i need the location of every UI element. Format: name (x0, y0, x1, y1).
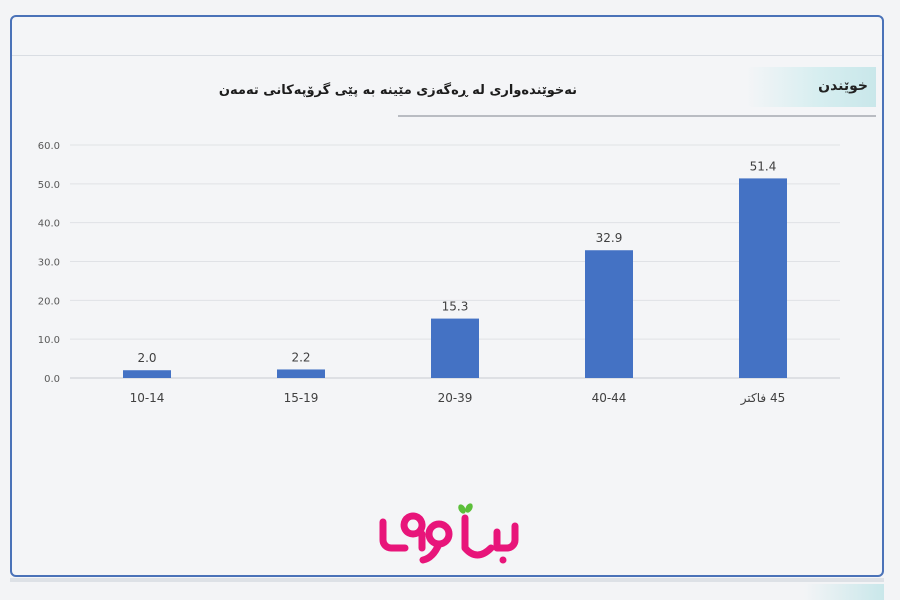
y-tick-label: 40.0 (38, 219, 60, 230)
x-tick-label: 10-14 (130, 391, 165, 405)
data-label: 2.2 (291, 350, 310, 364)
chart-frame: خوێندن نەخوێندەواری لە ڕەگەزی مێینە بە پ… (10, 15, 884, 577)
bar (277, 369, 325, 378)
y-tick-label: 20.0 (38, 296, 60, 307)
x-tick-label: 20-39 (438, 391, 473, 405)
title-underline (398, 115, 876, 117)
x-tick-label: 40-44 (592, 391, 627, 405)
data-label: 51.4 (750, 159, 777, 173)
y-tick-label: 60.0 (38, 141, 60, 152)
y-tick-label: 30.0 (38, 258, 60, 269)
data-label: 32.9 (596, 231, 623, 245)
bar (585, 250, 633, 378)
data-label: 15.3 (442, 300, 469, 314)
bar (739, 178, 787, 378)
x-tick-label: 45 فاکتر (740, 391, 785, 406)
data-label: 2.0 (137, 351, 156, 365)
x-tick-label: 15-19 (284, 391, 319, 405)
bottom-tab (804, 584, 884, 600)
chart-title: نەخوێندەواری لە ڕەگەزی مێینە بە پێی گرۆپ… (218, 83, 578, 98)
bar (431, 318, 479, 378)
bottom-divider (10, 578, 884, 582)
bar (123, 370, 171, 378)
y-tick-label: 0.0 (44, 374, 60, 385)
section-label: خوێندن (818, 78, 868, 94)
top-divider (12, 55, 882, 56)
y-tick-label: 10.0 (38, 335, 60, 346)
y-tick-label: 50.0 (38, 180, 60, 191)
section-tab: خوێندن (746, 67, 876, 107)
brand-logo (379, 503, 519, 564)
